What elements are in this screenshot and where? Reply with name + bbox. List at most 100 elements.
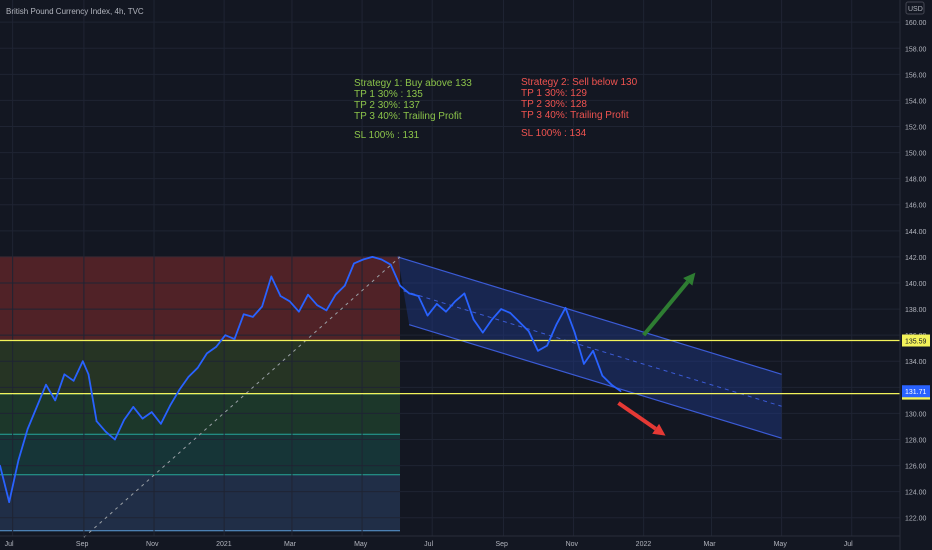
chart-title: British Pound Currency Index, 4h, TVC (6, 7, 144, 16)
currency-button[interactable] (905, 1, 925, 15)
price-point (178, 389, 181, 391)
price-point (242, 313, 245, 316)
x-tick-label: 2021 (216, 541, 232, 548)
y-tick-label: 144.00 (905, 229, 927, 236)
price-point (537, 350, 539, 352)
price-point (371, 256, 374, 258)
strategy1-text: TP 1 30% : 135 (354, 89, 423, 100)
price-point (500, 308, 502, 310)
x-tick-label: Mar (703, 541, 716, 548)
y-tick-label: 156.00 (905, 72, 927, 79)
price-point (619, 390, 622, 393)
fib-zone (0, 340, 400, 394)
price-point (463, 292, 466, 295)
price-point (215, 346, 217, 348)
price-point (72, 380, 75, 382)
price-point (583, 363, 585, 365)
price-point (196, 366, 199, 369)
price-point (95, 420, 98, 423)
price-point (555, 323, 558, 326)
x-tick-label: Sep (495, 541, 508, 548)
price-point (169, 404, 171, 407)
price-point (610, 383, 613, 386)
price-point (334, 293, 337, 296)
y-tick-label: 154.00 (905, 98, 927, 105)
y-tick-label: 124.00 (905, 490, 927, 497)
price-point (325, 309, 328, 312)
price-point (17, 459, 20, 462)
y-tick-label: 140.00 (905, 281, 927, 288)
price-point (252, 316, 254, 318)
price-point (206, 352, 208, 355)
price-point (390, 263, 392, 266)
channel-upper-line (397, 256, 782, 375)
price-point (408, 292, 410, 295)
price-point (344, 284, 346, 287)
y-tick-label: 122.00 (905, 516, 927, 523)
strategy1-text: SL 100% : 131 (354, 130, 420, 141)
x-tick-label: Mar (284, 541, 297, 548)
strategy1-text: Strategy 1: Buy above 133 (354, 78, 472, 89)
price-point (601, 374, 604, 377)
price-point (150, 411, 153, 413)
strategy2-text: Strategy 2: Sell below 130 (521, 77, 638, 88)
x-tick-label: Jul (5, 541, 14, 548)
price-point (399, 284, 401, 287)
current-price-text: 131.71 (905, 389, 927, 396)
price-point (114, 438, 116, 441)
price-point (104, 430, 107, 433)
current-price-badge (902, 385, 930, 398)
strategy2-text: TP 3 40%: Trailing Profit (521, 110, 629, 121)
price-point (454, 300, 456, 303)
y-tick-label: 130.00 (905, 411, 927, 418)
y-tick-label: 138.00 (905, 307, 927, 314)
price-point (123, 419, 125, 421)
price-point (573, 331, 576, 334)
arrow-up-icon (642, 280, 690, 337)
price-point (187, 376, 190, 378)
price-point (298, 310, 300, 313)
price-point (63, 373, 66, 376)
price-point (141, 417, 144, 420)
price-point (261, 305, 263, 308)
channel-mid-line (403, 290, 782, 407)
strategy2-text: SL 100% : 134 (521, 128, 587, 139)
price-point (270, 275, 273, 278)
price-point (592, 350, 594, 352)
price-point (481, 331, 484, 334)
price-point (279, 295, 282, 297)
x-tick-label: Nov (566, 541, 579, 548)
fib-zone (0, 256, 400, 341)
y-tick-label: 150.00 (905, 151, 927, 158)
price-point (509, 312, 512, 314)
strategy1-text: TP 2 30%: 137 (354, 100, 420, 111)
price-point (426, 314, 429, 317)
arrow-up-head-icon (683, 272, 696, 286)
arrow-down-icon (617, 401, 657, 431)
fib-zone (0, 393, 400, 435)
currency-label: USD (908, 6, 923, 13)
strategy2-text: TP 1 30%: 129 (521, 88, 587, 99)
x-tick-label: Sep (76, 541, 89, 548)
price-point (8, 501, 10, 503)
price-point (307, 293, 309, 296)
y-tick-label: 134.00 (905, 359, 927, 366)
x-tick-label: 2022 (636, 541, 652, 548)
price-point (435, 303, 438, 305)
arrow-down-head-icon (652, 423, 666, 436)
price-point (472, 318, 475, 321)
strategy2-text: TP 2 30%: 128 (521, 99, 587, 110)
y-tick-label: 128.00 (905, 437, 927, 444)
x-tick-label: Jul (424, 541, 433, 548)
price-point (160, 423, 162, 425)
price-point (518, 321, 521, 323)
y-tick-label: 148.00 (905, 177, 927, 184)
price-point (81, 360, 84, 363)
price-point (35, 406, 38, 408)
y-tick-label: 126.00 (905, 464, 927, 471)
price-point (527, 330, 530, 333)
price-point (362, 258, 365, 261)
strategy1-text: TP 3 40%: Trailing Profit (354, 111, 462, 122)
price-point (0, 464, 1, 467)
price-point (288, 300, 291, 303)
